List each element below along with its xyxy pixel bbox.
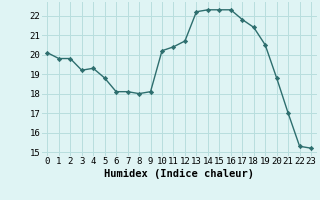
X-axis label: Humidex (Indice chaleur): Humidex (Indice chaleur) — [104, 169, 254, 179]
